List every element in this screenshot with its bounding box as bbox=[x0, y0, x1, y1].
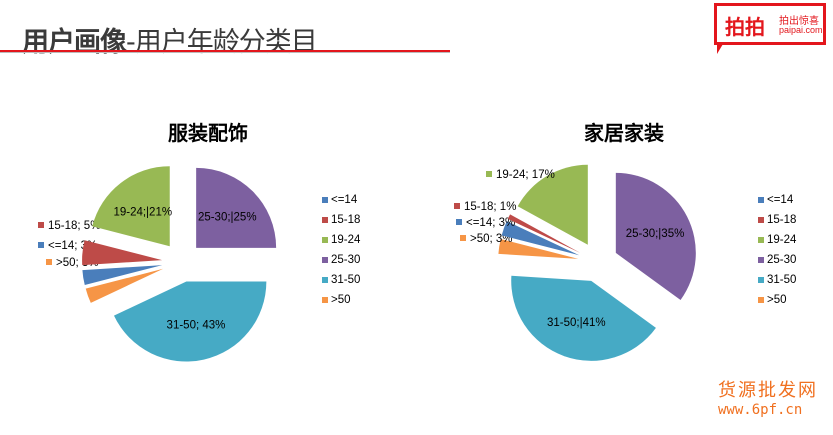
legend-swatch bbox=[758, 237, 764, 243]
legend-swatch bbox=[322, 297, 328, 303]
title-underline bbox=[0, 50, 450, 52]
legend-label: 25-30 bbox=[767, 254, 797, 266]
legend-item-19-24: 19-24 bbox=[322, 230, 360, 250]
legend-label: 19-24 bbox=[331, 234, 361, 246]
data-label-key-15-18 bbox=[454, 203, 460, 209]
legend-item-le14: <=14 bbox=[758, 190, 796, 210]
legend-2: <=14 15-18 19-24 25-30 31-50 >50 bbox=[758, 190, 796, 310]
legend-swatch bbox=[322, 197, 328, 203]
paipai-logo: 拍拍 拍出惊喜 paipai.com bbox=[714, 3, 826, 45]
legend-item-25-30: 25-30 bbox=[758, 250, 796, 270]
legend-1: <=14 15-18 19-24 25-30 31-50 >50 bbox=[322, 190, 360, 310]
data-label-le14: <=14; 3% bbox=[466, 217, 515, 229]
legend-item-25-30: 25-30 bbox=[322, 250, 360, 270]
legend-swatch bbox=[758, 197, 764, 203]
pie-slice-31-50 bbox=[113, 281, 267, 362]
legend-item-gt50: >50 bbox=[758, 290, 796, 310]
legend-label: <=14 bbox=[331, 194, 358, 206]
pie-slice-le14 bbox=[501, 221, 580, 256]
legend-label: <=14 bbox=[767, 194, 794, 206]
logo-main: 拍拍 bbox=[725, 15, 765, 39]
pie-slice-25-30 bbox=[196, 167, 277, 248]
data-label-15-18: 15-18; 5% bbox=[48, 220, 100, 232]
legend-label: >50 bbox=[331, 294, 351, 306]
data-label-key-gt50 bbox=[46, 259, 52, 265]
legend-label: 19-24 bbox=[767, 234, 797, 246]
pie-slice-gt50 bbox=[85, 268, 164, 303]
pie-slice-19-24 bbox=[517, 164, 588, 245]
data-label-19-24: 19-24;|21% bbox=[113, 206, 172, 218]
legend-item-31-50: 31-50 bbox=[322, 270, 360, 290]
chart-title-1: 服装配饰 bbox=[168, 121, 248, 145]
legend-swatch bbox=[758, 217, 764, 223]
legend-item-15-18: 15-18 bbox=[758, 210, 796, 230]
legend-label: 15-18 bbox=[767, 214, 797, 226]
data-label-key-15-18 bbox=[38, 222, 44, 228]
pie-slice-25-30 bbox=[615, 172, 696, 300]
legend-swatch bbox=[758, 257, 764, 263]
pie-slice-le14 bbox=[82, 265, 163, 286]
data-label-31-50: 31-50;|41% bbox=[547, 317, 606, 329]
legend-swatch bbox=[322, 257, 328, 263]
data-label-25-30: 25-30;|25% bbox=[198, 212, 257, 224]
legend-item-19-24: 19-24 bbox=[758, 230, 796, 250]
data-label-gt50: >50; 3% bbox=[470, 233, 513, 245]
watermark-text: 货源批发网 bbox=[718, 380, 818, 401]
data-label-31-50: 31-50; 43% bbox=[167, 319, 226, 331]
legend-swatch bbox=[758, 297, 764, 303]
data-label-15-18: 15-18; 1% bbox=[464, 201, 516, 213]
legend-item-31-50: 31-50 bbox=[758, 270, 796, 290]
pie-slice-15-18 bbox=[82, 240, 163, 266]
pie-slice-31-50 bbox=[511, 275, 656, 361]
legend-swatch bbox=[758, 277, 764, 283]
logo-sub2: paipai.com bbox=[779, 25, 823, 35]
logo-sub1: 拍出惊喜 bbox=[779, 16, 819, 27]
pie-slice-gt50 bbox=[498, 238, 579, 259]
legend-swatch bbox=[322, 277, 328, 283]
legend-label: 31-50 bbox=[767, 274, 797, 286]
legend-label: >50 bbox=[767, 294, 787, 306]
legend-item-15-18: 15-18 bbox=[322, 210, 360, 230]
pie-slice-15-18 bbox=[507, 214, 581, 253]
legend-label: 31-50 bbox=[331, 274, 361, 286]
data-label-key-gt50 bbox=[460, 235, 466, 241]
legend-item-gt50: >50 bbox=[322, 290, 360, 310]
pie-slice-19-24 bbox=[92, 166, 170, 247]
data-label-25-30: 25-30;|35% bbox=[626, 228, 685, 240]
title-underline-shadow bbox=[0, 52, 450, 53]
data-label-key-le14 bbox=[38, 242, 44, 248]
logo-tail bbox=[717, 44, 723, 54]
chart-title-2: 家居家装 bbox=[584, 121, 664, 145]
legend-item-le14: <=14 bbox=[322, 190, 360, 210]
data-label-key-19-24 bbox=[486, 171, 492, 177]
legend-label: 15-18 bbox=[331, 214, 361, 226]
data-label-key-le14 bbox=[456, 219, 462, 225]
legend-swatch bbox=[322, 217, 328, 223]
legend-swatch bbox=[322, 237, 328, 243]
data-label-19-24: 19-24; 17% bbox=[496, 169, 555, 181]
watermark-url: www.6pf.cn bbox=[718, 402, 803, 418]
legend-label: 25-30 bbox=[331, 254, 361, 266]
